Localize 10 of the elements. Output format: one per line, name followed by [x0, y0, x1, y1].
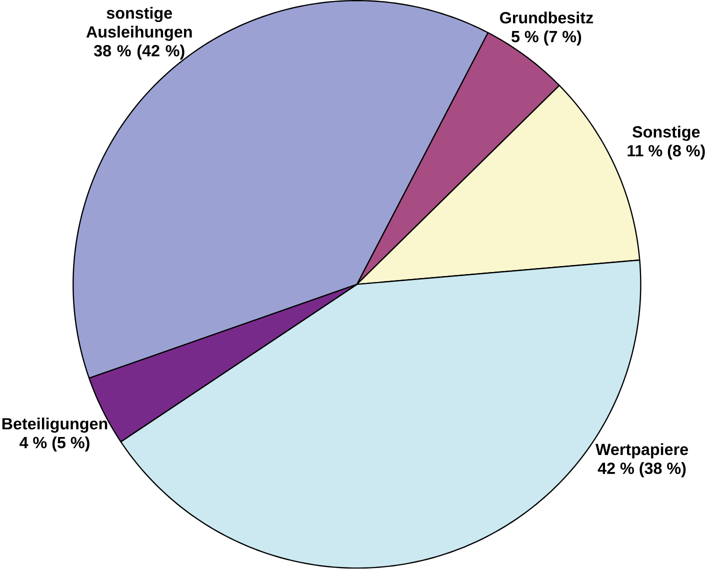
data-label: 38 % (42 %): [94, 44, 184, 60]
slice-label: Sonstige: [632, 126, 700, 142]
slice-label: Beteiligungen: [2, 418, 108, 433]
slice-label: Wertpapiere: [596, 443, 688, 459]
data-label: 11 % (8 %): [628, 144, 705, 160]
data-label: 4 % (5 %): [20, 436, 90, 452]
data-label: 5 % (7 %): [512, 30, 582, 46]
data-label: 42 % (38 %): [598, 462, 686, 478]
slice-label: Grundbesitz: [500, 12, 594, 24]
slice-label: sonstige Ausleihungen: [86, 7, 192, 42]
